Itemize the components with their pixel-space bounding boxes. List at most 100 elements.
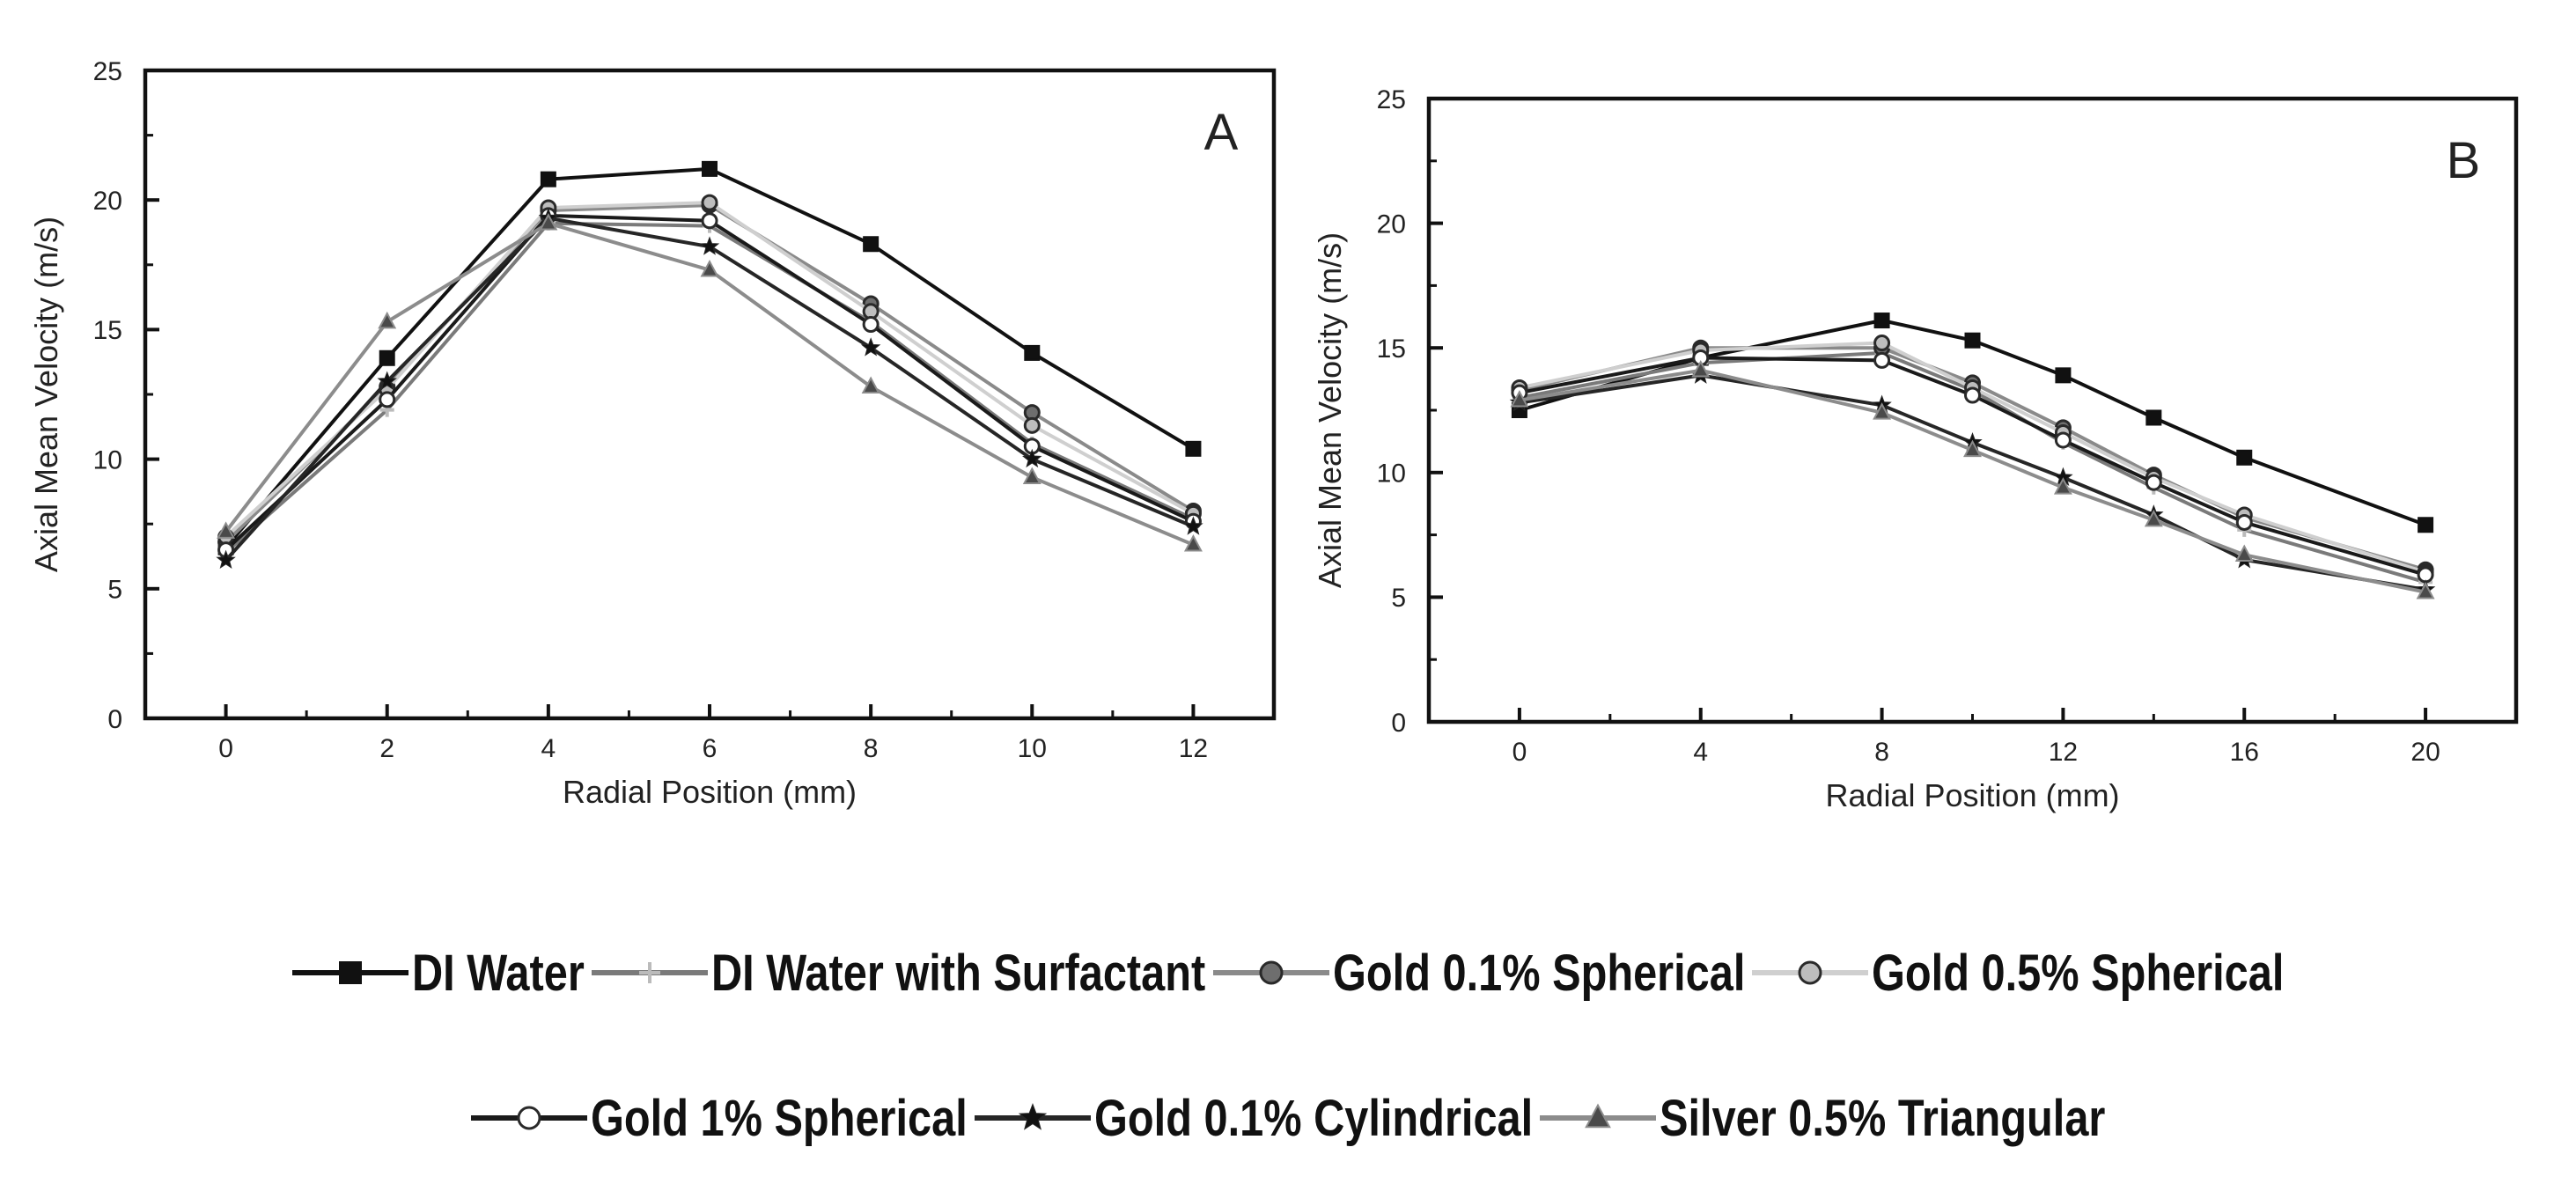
panel-a-point-silver-0-5pct-triangular <box>217 521 236 539</box>
legend-label: Silver 0.5% Triangular <box>1660 1089 2106 1147</box>
panel-a: 0 2 4 6 8 10 12 0 5 10 15 20 25 Radial Position (mm) A… <box>28 57 1277 810</box>
panel-b-x-tick-label: 4 <box>1693 738 1708 767</box>
panel-a-x-axis-title: Radial Position (mm) <box>563 774 857 810</box>
panel-a-point-di-water <box>702 160 718 177</box>
panel-b-point-silver-0-5pct-triangular <box>2416 582 2435 599</box>
panel-a-x-tick-label: 0 <box>218 734 233 763</box>
legend-item-gold-0-5pct-spherical: Gold 0.5% Spherical <box>1748 944 2287 1003</box>
legend-swatch-marker <box>1018 1102 1047 1130</box>
panel-b-point-di-water <box>2055 367 2072 384</box>
panel-b-x-tick-label: 20 <box>2410 738 2440 767</box>
panel-a-point-di-water <box>863 236 880 253</box>
panel-b-frame <box>1426 96 2519 724</box>
legend-item-gold-0-1pct-spherical: Gold 0.1% Spherical <box>1210 944 1748 1003</box>
panel-b-point-gold-1pct-spherical <box>2235 513 2253 531</box>
panel-b-point-gold-1pct-spherical <box>1873 351 1891 369</box>
panel-a-y-tick-label: 25 <box>93 57 122 86</box>
panel-b-point-silver-0-5pct-triangular <box>1873 402 1892 420</box>
panel-b-series-di-water <box>1511 313 2434 533</box>
panel-b-point-di-water <box>2236 449 2253 466</box>
legend-swatch-marker <box>1259 960 1284 985</box>
panel-a-point-gold-0-1pct-cylindrical <box>699 236 720 255</box>
panel-a-point-silver-0-5pct-triangular <box>700 259 719 277</box>
legend-label: DI Water with Surfactant <box>711 944 1206 1002</box>
panel-a-x-tick-label: 12 <box>1179 734 1208 763</box>
panel-b-point-silver-0-5pct-triangular <box>2234 544 2254 563</box>
panel-a-y-tick-label: 5 <box>107 576 122 605</box>
panel-a-point-gold-0-1pct-cylindrical <box>377 371 397 390</box>
panel-a-point-di-water <box>1024 344 1041 361</box>
legend-swatch-marker <box>639 962 661 983</box>
panel-b-y-tick-label: 20 <box>1377 210 1406 239</box>
legend-swatch-gold-1pct-spherical <box>470 1106 587 1130</box>
panel-a-x-tick-label: 2 <box>379 734 394 763</box>
legend-row-1: DI Water DI Water with Surfactant Gold 0.1… <box>0 938 2576 1008</box>
panel-a-line-gold-0-5pct-spherical <box>224 201 1195 539</box>
panel-a-line-gold-0-1pct-spherical <box>224 203 1195 544</box>
panel-b-point-di-water <box>1873 313 1890 329</box>
panel-b-point-gold-1pct-spherical <box>2054 431 2072 449</box>
legend-swatch-silver-0-5pct-triangular <box>1540 1103 1657 1129</box>
panel-a-x-tick-label: 8 <box>864 734 879 763</box>
panel-b-point-di-water <box>2418 517 2434 533</box>
panel-b-series-silver-0-5pct-triangular <box>1510 359 2435 599</box>
panel-b-line-gold-1pct-spherical <box>1519 356 2426 577</box>
panel-a-point-gold-1pct-spherical <box>701 212 718 230</box>
panel-b-x-tick-label: 16 <box>2230 738 2259 767</box>
legend-swatch-di-water-with-surfactant <box>592 962 709 983</box>
legend-item-gold-1pct-spherical: Gold 1% Spherical <box>467 1089 971 1148</box>
panel-a-label: A <box>1204 104 1239 161</box>
panel-a-y-tick-label: 20 <box>93 187 122 216</box>
panel-a-point-gold-0-5pct-spherical <box>1023 416 1041 434</box>
panel-a-point-di-water <box>379 349 395 366</box>
panel-b-y-tick-label: 0 <box>1391 709 1406 738</box>
panel-b-x-tick-label: 12 <box>2049 738 2078 767</box>
panel-a-series-silver-0-5pct-triangular <box>217 212 1203 552</box>
legend-label: Gold 0.1% Spherical <box>1332 944 1746 1002</box>
legend-swatch-di-water <box>292 961 409 984</box>
legend-item-di-water-with-surfactant: DI Water with Surfactant <box>588 944 1209 1003</box>
panel-a-point-gold-1pct-spherical <box>862 316 880 334</box>
legend-swatch-gold-0-5pct-spherical <box>1751 960 1868 985</box>
legend-swatch-marker <box>1585 1103 1611 1129</box>
panel-a-point-silver-0-5pct-triangular <box>1183 534 1203 552</box>
panel-b-y-tick-label: 10 <box>1377 460 1406 489</box>
legend-item-di-water: DI Water <box>289 944 588 1003</box>
panel-a-series-gold-1pct-spherical <box>217 207 1202 559</box>
panel-b-point-gold-1pct-spherical <box>2145 474 2162 491</box>
panel-b-point-silver-0-5pct-triangular <box>2053 477 2072 495</box>
legend-label: DI Water <box>412 944 585 1002</box>
panel-b-y-tick-label: 15 <box>1377 335 1406 364</box>
panel-b-line-gold-0-1pct-cylindrical <box>1519 373 2426 592</box>
panel-b-y-tick-label: 25 <box>1377 85 1406 114</box>
legend-swatch-gold-0-1pct-spherical <box>1212 960 1329 985</box>
panel-b-point-gold-0-5pct-spherical <box>1873 335 1891 352</box>
panel-b-line-silver-0-5pct-triangular <box>1519 368 2426 594</box>
legend-item-gold-0-1pct-cylindrical: Gold 0.1% Cylindrical <box>971 1089 1536 1148</box>
panel-b-series-gold-0-1pct-spherical <box>1511 339 2434 578</box>
panel-b: 0 4 8 12 16 20 0 5 10 15 20 25 Radial Position (mm) A… <box>1312 85 2519 813</box>
panel-a-point-silver-0-5pct-triangular <box>539 212 558 231</box>
panel-b-x-axis-title: Radial Position (mm) <box>1825 777 2119 813</box>
legend-swatch-marker <box>1798 960 1822 985</box>
panel-a-point-gold-0-1pct-cylindrical <box>860 337 881 357</box>
panel-b-y-axis-title: Axial Mean Velocity (m/s) <box>1312 232 1348 588</box>
panel-a-point-di-water <box>1185 440 1202 457</box>
panel-b-point-gold-1pct-spherical <box>1964 386 1981 404</box>
legend-swatch-marker <box>517 1106 541 1130</box>
panel-a-y-tick-label: 10 <box>93 445 122 474</box>
panel-a-y-tick-label: 0 <box>107 705 122 734</box>
panel-b-label: B <box>2447 132 2481 189</box>
panel-b-point-silver-0-5pct-triangular <box>1691 359 1711 378</box>
legend-label: Gold 0.5% Spherical <box>1871 944 2285 1002</box>
panel-b-y-tick-label: 5 <box>1391 584 1406 613</box>
panel-b-point-silver-0-5pct-triangular <box>1963 439 1982 458</box>
panel-b-point-silver-0-5pct-triangular <box>1510 389 1529 408</box>
panel-a-point-gold-0-5pct-spherical <box>701 194 718 211</box>
legend-label: Gold 1% Spherical <box>590 1089 968 1147</box>
panel-a-point-gold-1pct-spherical <box>379 391 396 408</box>
panel-a-point-di-water <box>540 171 556 188</box>
panel-a-point-silver-0-5pct-triangular <box>378 311 397 329</box>
